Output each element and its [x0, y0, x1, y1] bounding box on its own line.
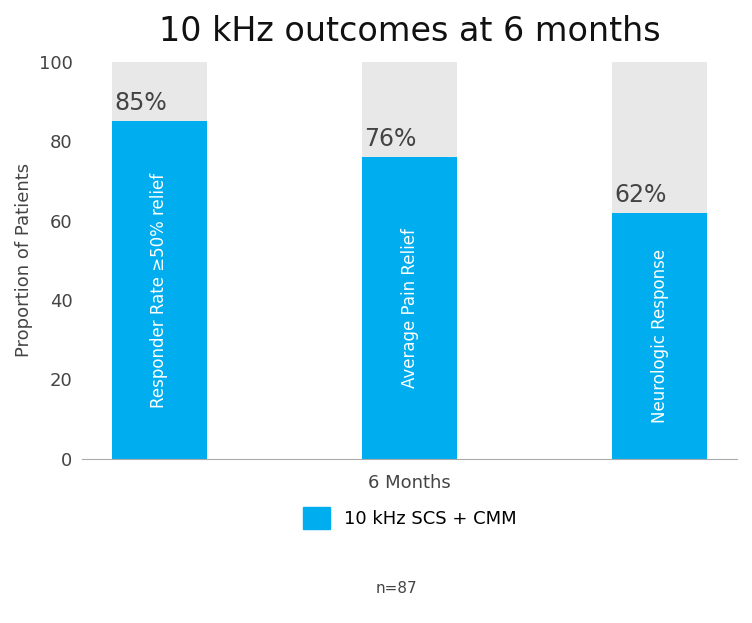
Bar	[112, 121, 207, 459]
Bar	[362, 62, 457, 459]
Title: 10 kHz outcomes at 6 months: 10 kHz outcomes at 6 months	[159, 15, 660, 48]
Y-axis label: Proportion of Patients: Proportion of Patients	[15, 163, 33, 358]
Text: Neurologic Response: Neurologic Response	[650, 249, 669, 423]
Legend: 10 kHz SCS + CMM: 10 kHz SCS + CMM	[302, 507, 517, 529]
Text: Average Pain Relief: Average Pain Relief	[401, 228, 419, 388]
Bar	[612, 62, 707, 459]
Text: 76%: 76%	[365, 127, 417, 151]
Text: 85%: 85%	[114, 92, 167, 115]
Text: n=87: n=87	[376, 581, 417, 596]
Text: Responder Rate ≥50% relief: Responder Rate ≥50% relief	[150, 173, 168, 407]
X-axis label: 6 Months: 6 Months	[368, 474, 451, 492]
Bar	[112, 62, 207, 459]
Text: 62%: 62%	[614, 183, 667, 207]
Bar	[612, 212, 707, 459]
Bar	[362, 157, 457, 459]
